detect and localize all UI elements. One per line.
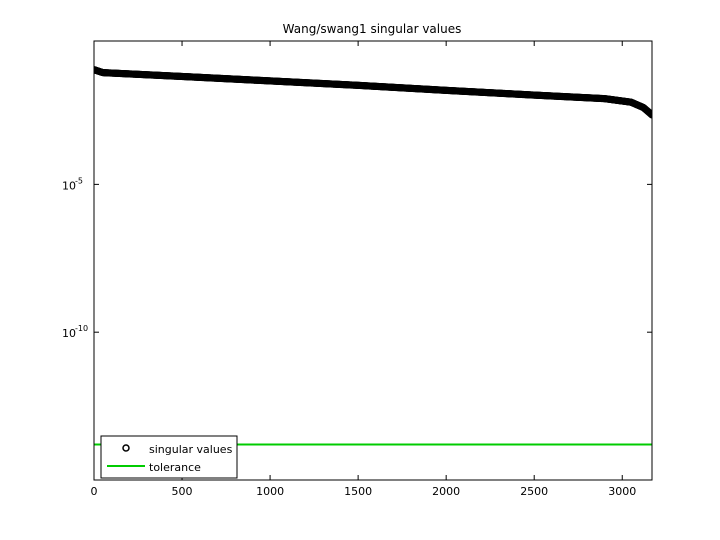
- x-tick-label: 3000: [608, 485, 636, 498]
- legend-label-singular-values: singular values: [149, 443, 233, 456]
- legend-marker-singular-values: [122, 444, 130, 452]
- singular-value-point: [648, 111, 652, 119]
- y-tick-label: 10: [62, 179, 76, 192]
- x-tick-label: 2000: [432, 485, 460, 498]
- x-tick-label: 1500: [344, 485, 372, 498]
- x-tick-label: 2500: [520, 485, 548, 498]
- y-tick-label: 10: [62, 327, 76, 340]
- legend-box: [100, 435, 238, 479]
- y-tick-exponent: -5: [75, 176, 83, 185]
- legend-label-tolerance: tolerance: [149, 461, 201, 474]
- y-tick-exponent: -10: [75, 324, 88, 333]
- axes-frame: [93, 40, 653, 481]
- x-tick-label: 0: [91, 485, 98, 498]
- chart-title: Wang/swang1 singular values: [283, 22, 462, 36]
- x-tick-label: 500: [172, 485, 193, 498]
- singular-values-series: [94, 66, 652, 119]
- x-tick-label: 1000: [256, 485, 284, 498]
- legend: singular values tolerance: [100, 435, 238, 479]
